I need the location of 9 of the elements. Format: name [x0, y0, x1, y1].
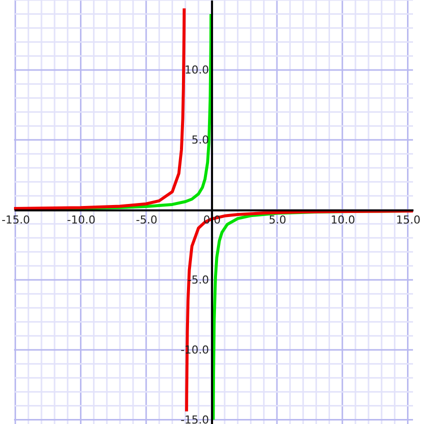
x-tick-label: 0.0	[203, 213, 221, 226]
x-tick-label: 15.0	[396, 213, 421, 226]
x-tick-label: 5.0	[268, 213, 286, 226]
x-tick-label: -10.0	[66, 213, 96, 226]
x-tick-label: -15.0	[2, 213, 30, 226]
y-tick-label: -15.0	[180, 413, 210, 424]
y-tick-label: 10.0	[184, 63, 210, 76]
x-tick-label: 10.0	[330, 213, 356, 226]
x-tick-label: -5.0	[136, 213, 158, 226]
